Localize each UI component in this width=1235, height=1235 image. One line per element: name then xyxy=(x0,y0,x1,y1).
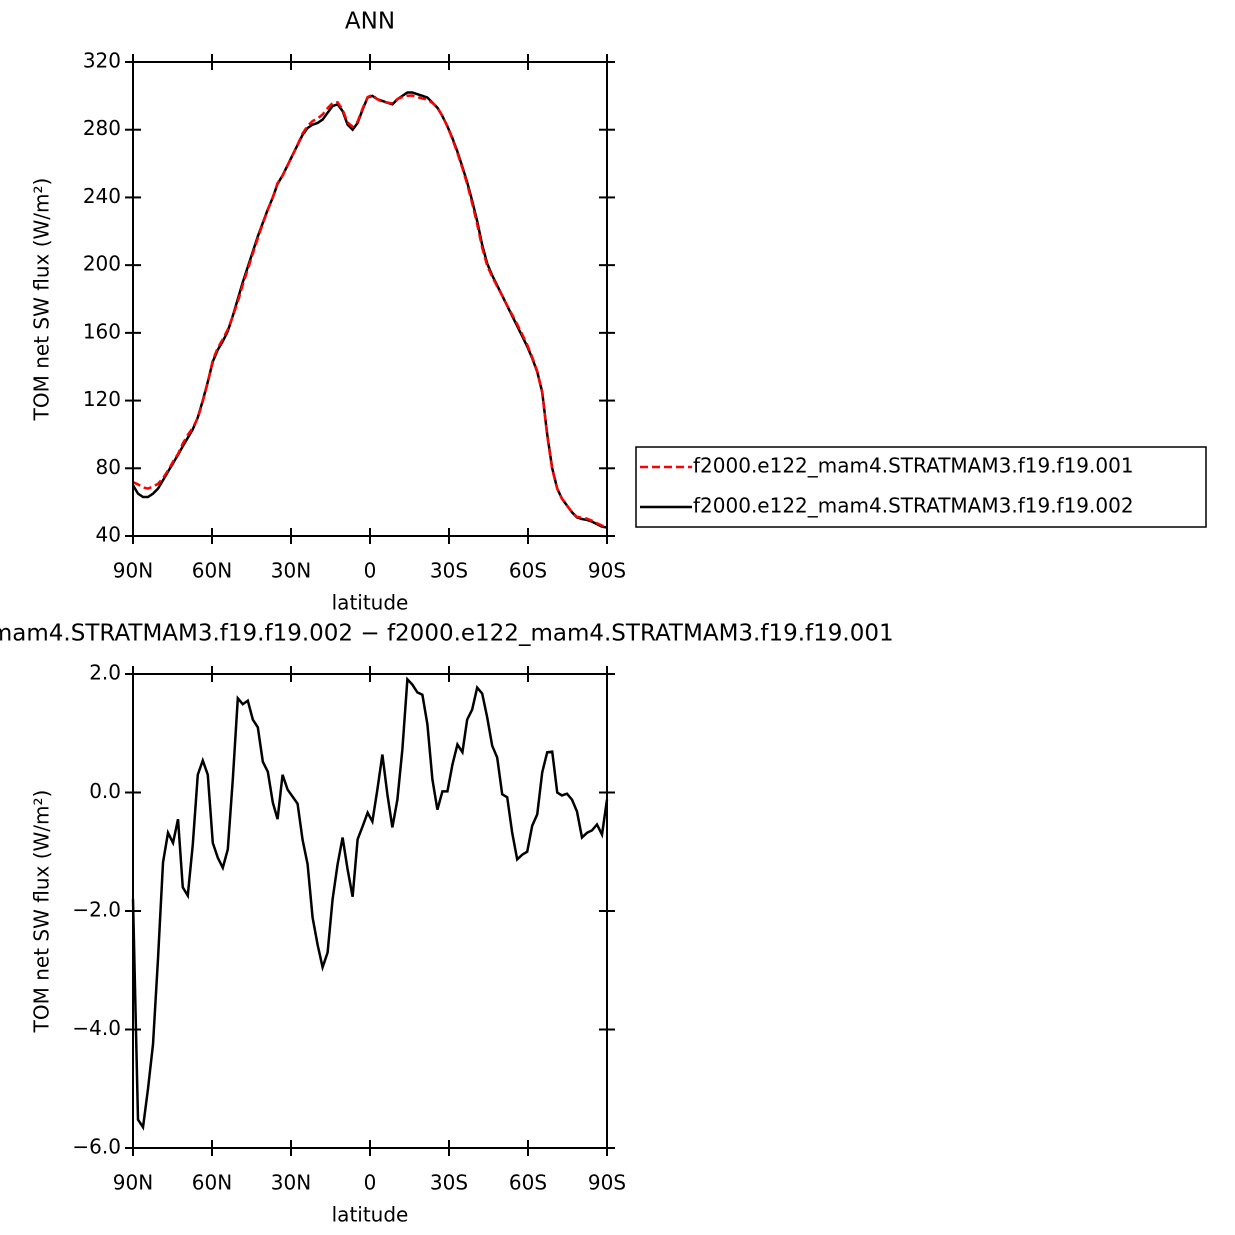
y-tick-label: 240 xyxy=(83,184,121,208)
y-tick-label: −4.0 xyxy=(72,1016,121,1040)
x-tick-label: 90S xyxy=(588,559,626,583)
y-tick-label: 0.0 xyxy=(89,779,121,803)
x-tick-label: 90N xyxy=(113,1171,153,1195)
x-tick-label: 60S xyxy=(509,559,547,583)
y-tick-label: 160 xyxy=(83,319,121,343)
x-tick-label: 30N xyxy=(271,1171,311,1195)
legend-label: f2000.e122_mam4.STRATMAM3.f19.f19.001 xyxy=(693,454,1134,478)
y-tick-label: 200 xyxy=(83,252,121,276)
data-line xyxy=(131,91,608,529)
data-line xyxy=(131,676,609,1131)
x-tick-label: 30S xyxy=(430,1171,468,1195)
data-line xyxy=(132,93,608,529)
plot-frame xyxy=(132,61,608,537)
y-axis-label: TOM net SW flux (W/m²) xyxy=(30,178,54,422)
x-tick-label: 60S xyxy=(509,1171,547,1195)
x-tick-label: 90S xyxy=(588,1171,626,1195)
x-tick-label: 0 xyxy=(364,1171,377,1195)
y-tick-label: −2.0 xyxy=(72,898,121,922)
y-tick-label: 40 xyxy=(96,523,121,547)
x-tick-label: 60N xyxy=(192,1171,232,1195)
x-axis-label: latitude xyxy=(332,1203,409,1227)
y-tick-label: 80 xyxy=(96,455,121,479)
chart-title: f2000.e122_mam4.STRATMAM3.f19.f19.002 − … xyxy=(0,621,894,647)
chart-title: ANN xyxy=(345,9,395,35)
y-tick-label: 2.0 xyxy=(89,661,121,685)
x-tick-label: 30S xyxy=(430,559,468,583)
x-axis-label: latitude xyxy=(332,591,409,615)
y-axis-label: TOM net SW flux (W/m²) xyxy=(30,790,54,1034)
legend-label: f2000.e122_mam4.STRATMAM3.f19.f19.002 xyxy=(693,494,1134,518)
y-tick-label: 280 xyxy=(83,116,121,140)
plot-frame xyxy=(132,673,608,1149)
x-tick-label: 90N xyxy=(113,559,153,583)
y-tick-label: 320 xyxy=(83,49,121,73)
y-tick-label: −6.0 xyxy=(72,1135,121,1159)
x-tick-label: 0 xyxy=(364,559,377,583)
y-tick-label: 120 xyxy=(83,387,121,411)
x-tick-label: 60N xyxy=(192,559,232,583)
legend-box xyxy=(635,446,1207,528)
x-tick-label: 30N xyxy=(271,559,311,583)
